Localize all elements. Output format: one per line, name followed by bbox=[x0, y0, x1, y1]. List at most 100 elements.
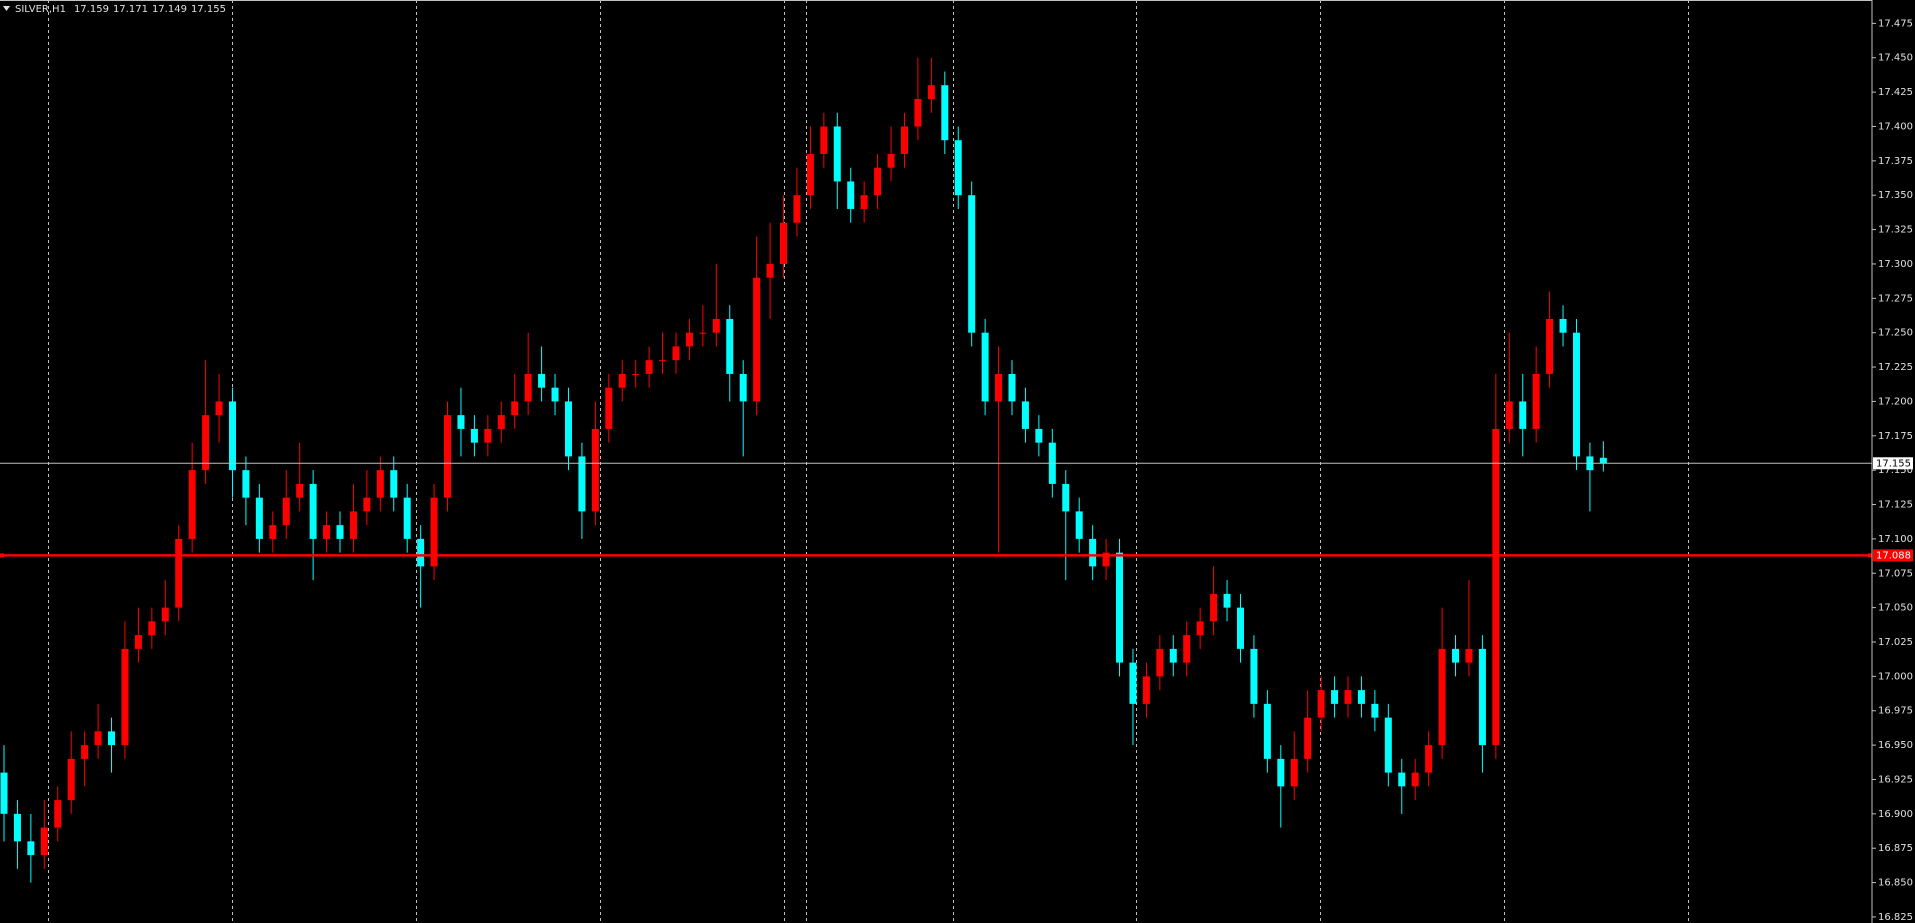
candle-body bbox=[914, 98, 922, 127]
price-label: 17.088 bbox=[1876, 550, 1911, 561]
candle-body bbox=[511, 401, 519, 416]
candle-body bbox=[739, 373, 747, 402]
candle-body bbox=[269, 525, 277, 539]
candle-body bbox=[1344, 690, 1352, 704]
candle-body bbox=[1572, 332, 1580, 457]
y-tick-label: 17.300 bbox=[1878, 259, 1913, 270]
candle-body bbox=[175, 538, 183, 608]
candle-body bbox=[860, 195, 868, 209]
candle-body bbox=[685, 332, 693, 347]
candle-body bbox=[927, 85, 935, 99]
candle-body bbox=[108, 731, 116, 746]
y-tick-label: 17.000 bbox=[1878, 671, 1913, 682]
candle-body bbox=[1304, 717, 1312, 759]
candle-body bbox=[1089, 538, 1097, 567]
candle-body bbox=[1290, 758, 1298, 787]
y-tick-label: 17.325 bbox=[1878, 225, 1913, 236]
candle-body bbox=[632, 373, 640, 375]
candle-body bbox=[1142, 676, 1150, 704]
y-tick-label: 16.975 bbox=[1878, 706, 1913, 717]
candle-body bbox=[390, 470, 398, 498]
candle-body bbox=[1384, 717, 1392, 773]
candle-body bbox=[1102, 552, 1110, 567]
candle-body bbox=[94, 731, 102, 746]
candle-body bbox=[847, 181, 855, 209]
candle-body bbox=[134, 635, 142, 649]
y-tick-label: 17.100 bbox=[1878, 534, 1913, 545]
candle-body bbox=[161, 607, 169, 622]
candle-body bbox=[309, 483, 317, 539]
y-tick-label: 17.450 bbox=[1878, 53, 1913, 64]
candle-body bbox=[1008, 373, 1016, 402]
candle-body bbox=[618, 373, 626, 388]
price-label-box bbox=[1873, 549, 1913, 562]
candle-body bbox=[605, 387, 613, 429]
y-tick-label: 17.275 bbox=[1878, 293, 1913, 304]
ohlc-open: 17.159 bbox=[74, 4, 109, 15]
candle-body bbox=[1317, 690, 1325, 718]
candle-body bbox=[0, 772, 8, 814]
candle-body bbox=[833, 126, 841, 182]
y-tick-label: 16.900 bbox=[1878, 809, 1913, 820]
y-tick-label: 16.875 bbox=[1878, 843, 1913, 854]
y-tick-label: 17.225 bbox=[1878, 362, 1913, 373]
y-tick-label: 16.825 bbox=[1878, 912, 1913, 923]
candle-body bbox=[1277, 758, 1285, 787]
candle-body bbox=[672, 346, 680, 361]
candle-body bbox=[954, 140, 962, 196]
y-tick-label: 17.125 bbox=[1878, 500, 1913, 511]
candle-body bbox=[1250, 648, 1258, 704]
y-tick-label: 16.925 bbox=[1878, 774, 1913, 785]
candle-body bbox=[1183, 635, 1191, 663]
chart-symbol: SILVER,H1 bbox=[15, 4, 66, 15]
candle-body bbox=[282, 497, 290, 526]
candle-body bbox=[766, 263, 774, 278]
ohlc-low: 17.149 bbox=[152, 4, 187, 15]
candle-body bbox=[1492, 428, 1500, 746]
candle-body bbox=[538, 373, 546, 388]
y-tick-label: 17.200 bbox=[1878, 396, 1913, 407]
candle-body bbox=[430, 497, 438, 567]
candle-body bbox=[793, 195, 801, 223]
candle-body bbox=[820, 126, 828, 154]
candle-body bbox=[376, 470, 384, 498]
y-tick-label: 17.425 bbox=[1878, 87, 1913, 98]
candle-body bbox=[753, 277, 761, 402]
candle-body bbox=[148, 621, 156, 636]
candle-body bbox=[202, 415, 210, 471]
plot-area bbox=[0, 0, 1872, 923]
candle-body bbox=[403, 497, 411, 539]
candle-body bbox=[1357, 690, 1365, 704]
y-tick-label: 17.375 bbox=[1878, 156, 1913, 167]
candle-body bbox=[417, 538, 425, 567]
candle-body bbox=[968, 195, 976, 333]
candle-body bbox=[336, 525, 344, 539]
candle-body bbox=[1532, 373, 1540, 429]
candle-body bbox=[444, 415, 452, 498]
candle-body bbox=[1196, 621, 1204, 636]
candle-body bbox=[242, 470, 250, 498]
y-tick-label: 16.850 bbox=[1878, 878, 1913, 889]
candle-body bbox=[67, 758, 75, 801]
ohlc-high: 17.171 bbox=[113, 4, 148, 15]
candle-body bbox=[27, 841, 35, 856]
candle-body bbox=[1062, 483, 1070, 512]
y-tick-label: 17.150 bbox=[1878, 465, 1913, 476]
candle-body bbox=[296, 483, 304, 498]
candle-body bbox=[497, 415, 505, 429]
candle-body bbox=[484, 428, 492, 443]
candle-body bbox=[1519, 401, 1527, 429]
candle-body bbox=[1223, 593, 1231, 608]
ohlc-close: 17.155 bbox=[191, 4, 226, 15]
y-tick-label: 17.075 bbox=[1878, 568, 1913, 579]
price-label: 17.155 bbox=[1876, 458, 1911, 469]
candle-body bbox=[1398, 772, 1406, 787]
candle-body bbox=[699, 332, 707, 334]
candle-body bbox=[255, 497, 263, 539]
candle-body bbox=[1210, 593, 1218, 622]
candle-body bbox=[1035, 428, 1043, 443]
price-line-handle bbox=[1868, 553, 1872, 558]
candle-body bbox=[215, 401, 223, 416]
